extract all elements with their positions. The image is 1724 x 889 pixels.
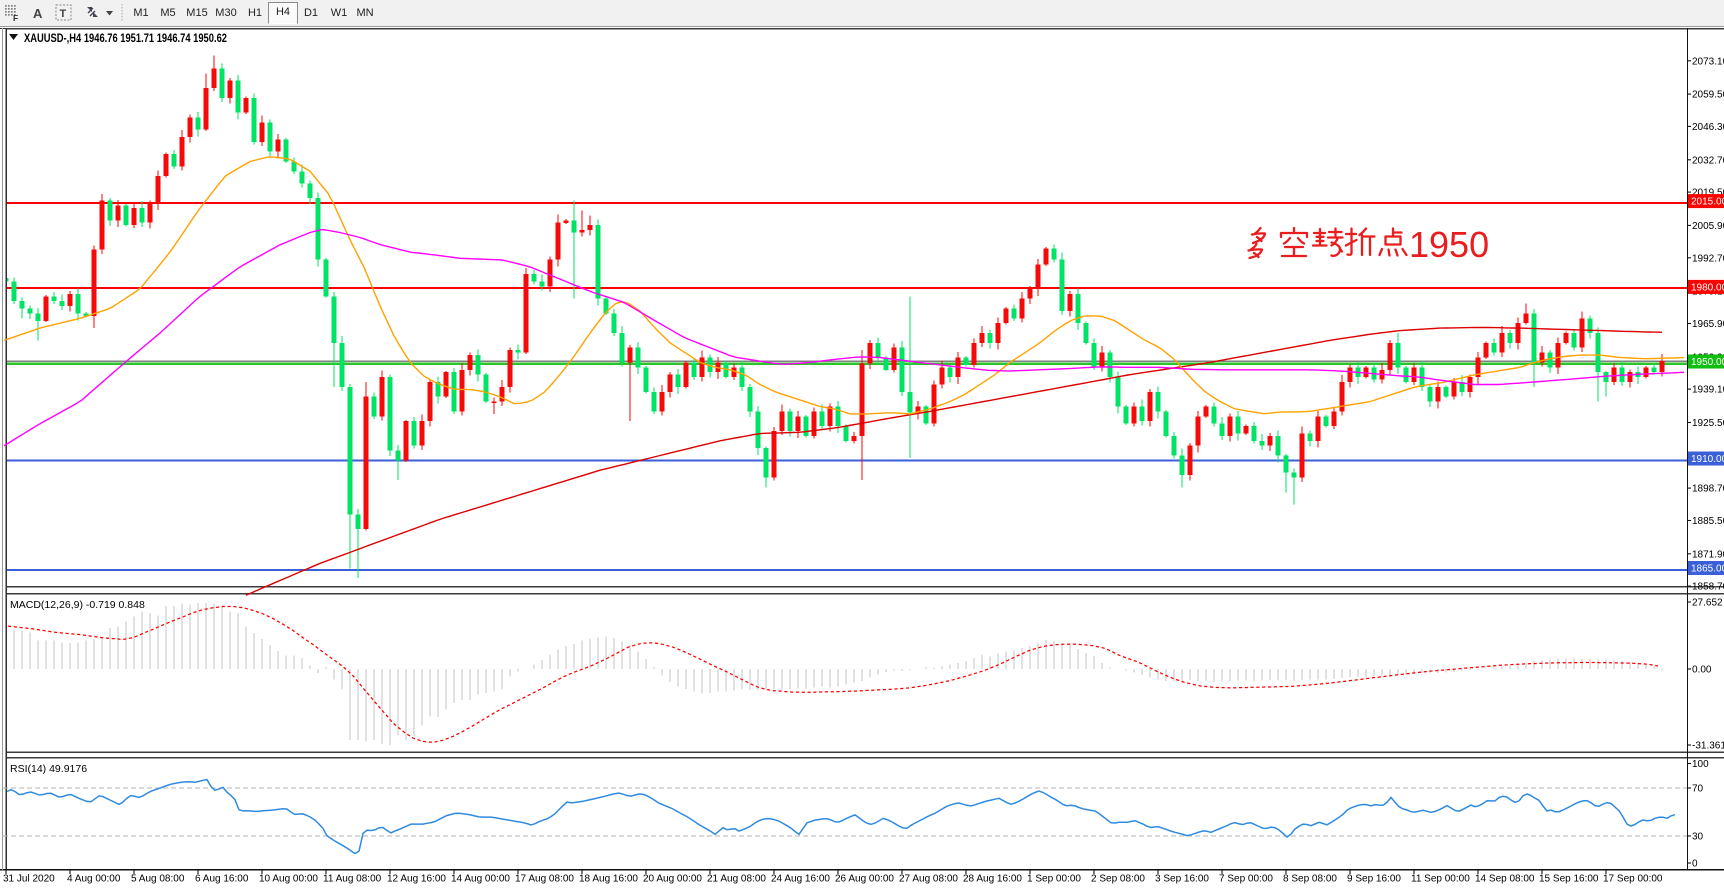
svg-text:1939.10: 1939.10 — [1692, 385, 1724, 396]
svg-text:1885.50: 1885.50 — [1692, 516, 1724, 527]
svg-text:14 Aug 00:00: 14 Aug 00:00 — [451, 874, 510, 885]
svg-text:1992.70: 1992.70 — [1692, 253, 1724, 264]
svg-text:10 Aug 00:00: 10 Aug 00:00 — [259, 874, 318, 885]
svg-text:1980.00: 1980.00 — [1691, 282, 1724, 293]
svg-text:30: 30 — [1692, 832, 1704, 843]
svg-text:2073.10: 2073.10 — [1692, 56, 1724, 67]
svg-text:7 Sep 00:00: 7 Sep 00:00 — [1219, 874, 1273, 885]
svg-text:21 Aug 08:00: 21 Aug 08:00 — [707, 874, 766, 885]
svg-text:27.652: 27.652 — [1692, 598, 1723, 609]
svg-text:F: F — [13, 13, 18, 23]
svg-text:1865.00: 1865.00 — [1691, 564, 1724, 575]
svg-text:20 Aug 00:00: 20 Aug 00:00 — [643, 874, 702, 885]
svg-text:2046.30: 2046.30 — [1692, 122, 1724, 133]
svg-text:9 Sep 16:00: 9 Sep 16:00 — [1347, 874, 1401, 885]
svg-text:1965.90: 1965.90 — [1692, 319, 1724, 330]
svg-text:3 Sep 16:00: 3 Sep 16:00 — [1155, 874, 1209, 885]
svg-text:-31.361: -31.361 — [1692, 741, 1724, 752]
svg-text:1925.50: 1925.50 — [1692, 418, 1724, 429]
svg-text:12 Aug 16:00: 12 Aug 16:00 — [387, 874, 446, 885]
svg-text:18 Aug 16:00: 18 Aug 16:00 — [579, 874, 638, 885]
svg-text:5 Aug 08:00: 5 Aug 08:00 — [131, 874, 185, 885]
svg-text:XAUUSD-,H4 1946.76 1951.71 19: XAUUSD-,H4 1946.76 1951.71 1946.74 1950.… — [24, 33, 227, 45]
svg-text:17 Sep 00:00: 17 Sep 00:00 — [1603, 874, 1663, 885]
svg-text:8 Sep 08:00: 8 Sep 08:00 — [1283, 874, 1337, 885]
svg-text:11 Aug 08:00: 11 Aug 08:00 — [323, 874, 382, 885]
svg-text:2005.90: 2005.90 — [1692, 221, 1724, 232]
svg-text:24 Aug 16:00: 24 Aug 16:00 — [771, 874, 830, 885]
svg-text:2059.50: 2059.50 — [1692, 90, 1724, 101]
svg-text:17 Aug 08:00: 17 Aug 08:00 — [515, 874, 574, 885]
svg-text:1 Sep 00:00: 1 Sep 00:00 — [1027, 874, 1081, 885]
svg-text:27 Aug 08:00: 27 Aug 08:00 — [899, 874, 958, 885]
svg-text:1898.70: 1898.70 — [1692, 484, 1724, 495]
svg-text:70: 70 — [1692, 784, 1704, 795]
svg-text:100: 100 — [1692, 759, 1709, 770]
svg-text:A: A — [33, 6, 43, 21]
svg-text:28 Aug 16:00: 28 Aug 16:00 — [963, 874, 1022, 885]
svg-text:1910.00: 1910.00 — [1691, 454, 1724, 465]
svg-text:15 Sep 16:00: 15 Sep 16:00 — [1539, 874, 1599, 885]
svg-text:0.00: 0.00 — [1692, 665, 1712, 676]
svg-text:1950: 1950 — [1409, 224, 1489, 265]
svg-text:1858.70: 1858.70 — [1692, 582, 1724, 593]
svg-text:2 Sep 08:00: 2 Sep 08:00 — [1091, 874, 1145, 885]
svg-text:1871.90: 1871.90 — [1692, 549, 1724, 560]
svg-text:4 Aug 00:00: 4 Aug 00:00 — [67, 874, 121, 885]
svg-text:1950.00: 1950.00 — [1691, 357, 1724, 368]
svg-text:31 Jul 2020: 31 Jul 2020 — [3, 874, 55, 885]
svg-text:2019.50: 2019.50 — [1692, 188, 1724, 199]
svg-text:T: T — [60, 8, 67, 20]
svg-text:11 Sep 00:00: 11 Sep 00:00 — [1411, 874, 1470, 885]
svg-text:14 Sep 08:00: 14 Sep 08:00 — [1475, 874, 1535, 885]
svg-text:26 Aug 00:00: 26 Aug 00:00 — [835, 874, 894, 885]
svg-text:RSI(14) 49.9176: RSI(14) 49.9176 — [10, 763, 87, 775]
svg-text:0: 0 — [1692, 859, 1698, 870]
svg-text:2032.70: 2032.70 — [1692, 155, 1724, 166]
svg-text:MACD(12,26,9) -0.719 0.848: MACD(12,26,9) -0.719 0.848 — [10, 599, 145, 611]
svg-text:6 Aug 16:00: 6 Aug 16:00 — [195, 874, 249, 885]
svg-text:2015.00: 2015.00 — [1691, 197, 1724, 208]
